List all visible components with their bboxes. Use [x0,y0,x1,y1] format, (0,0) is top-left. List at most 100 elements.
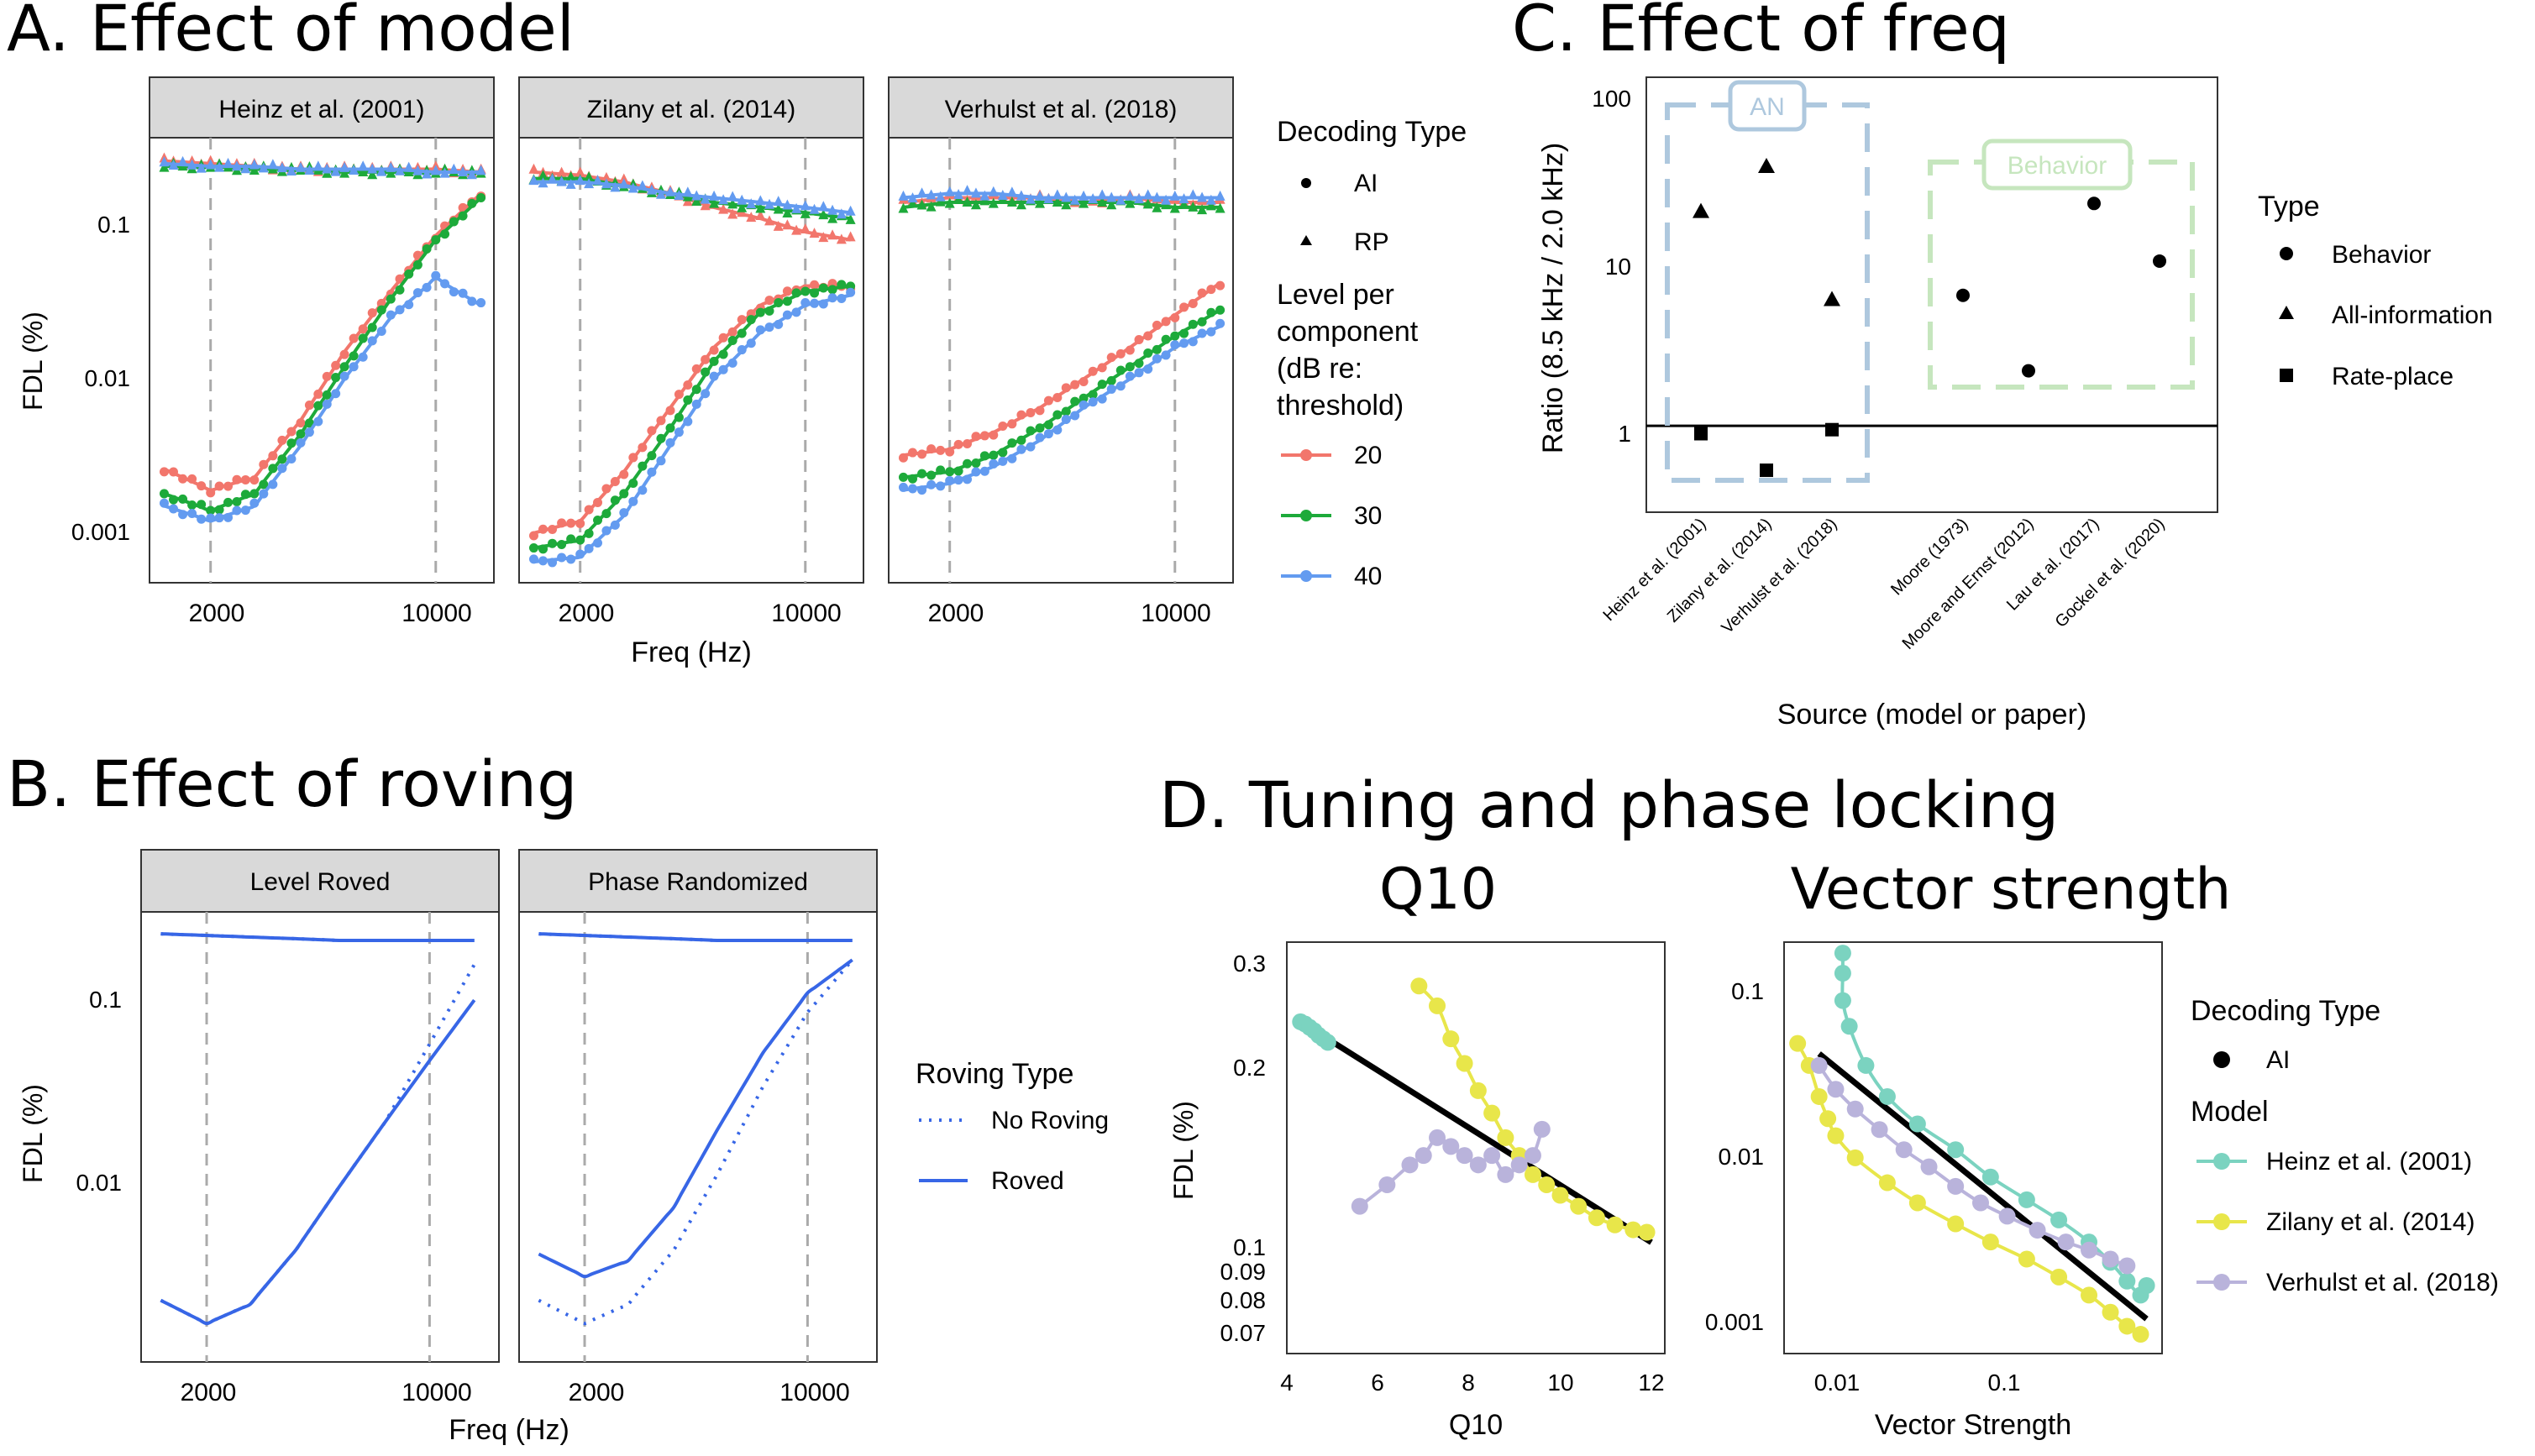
a-rp-point [1034,197,1045,208]
a-ai-point [963,439,973,449]
a-ai-point [566,534,576,544]
d-vs-point [1947,1177,1965,1195]
a-ai-point [998,448,1008,458]
a-ai-point [764,322,774,333]
a-rp-point [214,161,225,172]
a-rp-point [1188,201,1199,212]
a-ai-point [178,474,188,484]
a-ai-point [818,299,828,309]
a-ai-point [1134,335,1144,345]
b-xlabel: Freq (Hz) [449,1414,569,1446]
c-behavior-point [2087,196,2101,211]
d-vs-point [1971,1194,1989,1212]
d-q10-ytick-0.07: 0.07 [1220,1320,1267,1346]
a-ai-point [206,505,216,516]
a-rp-point [1025,193,1036,204]
a-ai-point [1052,410,1063,420]
a-rp-point [818,209,829,220]
a-rp-point [764,215,774,226]
a-rp-point [1034,190,1045,201]
d-vs-point [1827,1127,1845,1144]
d-legend-model-title: Model [2191,1096,2269,1128]
a-rp-point [584,171,595,182]
a-ai-point [404,300,414,310]
a-ai-point [1026,407,1036,417]
a-ai-point [339,371,349,381]
a-legend-rp-marker [1300,235,1312,245]
d-vs-point [1834,965,1851,982]
a-ai-point [249,475,260,485]
a-ai-point [584,528,594,538]
a-rp-point [1205,200,1216,211]
a-ai-point [386,294,396,304]
d-q10-point [1414,1147,1432,1165]
b-xtick-10000-1: 10000 [402,1379,471,1406]
a-rp-point [755,202,766,213]
a-ai-point [159,467,169,477]
panel-d-title: D. Tuning and phase locking [1159,767,2059,842]
a-rp-point [358,165,369,176]
a-ai-point [467,198,477,208]
a-ai-point [782,286,792,296]
d-vs-point [1878,1174,1896,1192]
a-ai-point [800,298,811,308]
a-ai-point [232,497,242,507]
a-ai-point [665,406,675,416]
a-ai-point [746,315,756,325]
a-rp-point [907,192,918,203]
d-q10-xlabel: Q10 [1449,1409,1503,1441]
a-ai-point [440,229,450,239]
a-ai-point [1188,337,1198,347]
a-ai-point [1079,376,1089,386]
a-ai-point [1026,426,1036,436]
a-rp-point [1205,194,1216,205]
a-ai-point [214,481,224,491]
a-ai-point [1106,384,1116,394]
a-legend-level-title-4: threshold) [1277,390,1404,422]
a-ai-point [755,325,765,335]
a-ai-point [764,306,774,316]
d-vs-xlabel: Vector Strength [1875,1409,2071,1441]
a-ai-point [1016,410,1026,420]
a-ai-point [232,505,242,516]
a-ai-point [764,296,774,306]
a-ai-point [926,470,937,480]
a-ai-point [412,250,422,260]
a-rp-point [575,175,585,186]
a-ai-point [665,437,675,448]
d-q10-point [1319,1034,1336,1051]
b-line-roved [160,998,476,1326]
a-ai-point [214,513,224,523]
a-ai-point [953,466,963,476]
a-ai-point [331,389,341,399]
a-ai-point [619,469,629,479]
a-ai-point [926,444,937,454]
a-rp-point [682,186,693,197]
a-ai-point [240,490,250,500]
a-legend-level-title-2: component [1277,316,1419,348]
a-rp-point [1097,189,1108,200]
a-ai-point [538,524,548,534]
a-ai-point [945,467,955,477]
a-rp-point [1161,194,1172,205]
d-q10-xtick-10: 10 [1547,1370,1573,1396]
a-rp-point [1061,199,1072,210]
d-q10-point [1588,1209,1605,1227]
d-vs-point [2102,1250,2119,1268]
a-ai-point [259,489,269,499]
a-ai-point [593,497,603,507]
facet-panel-level-roved [140,911,500,1363]
a-rp-point [1069,194,1080,205]
a-rp-point [988,186,999,196]
a-rp-point [773,203,784,214]
a-rp-point [791,202,802,213]
a-ai-point [1206,307,1216,317]
a-ai-point [1097,394,1107,404]
a-legend-level-title-3: (dB re: [1277,353,1362,385]
a-rp-point [764,198,774,209]
a-ai-point [349,351,359,361]
d-q10-point [1510,1156,1528,1174]
d-q10-point [1624,1221,1642,1239]
a-ai-point [548,558,558,568]
a-ai-point [286,427,297,437]
